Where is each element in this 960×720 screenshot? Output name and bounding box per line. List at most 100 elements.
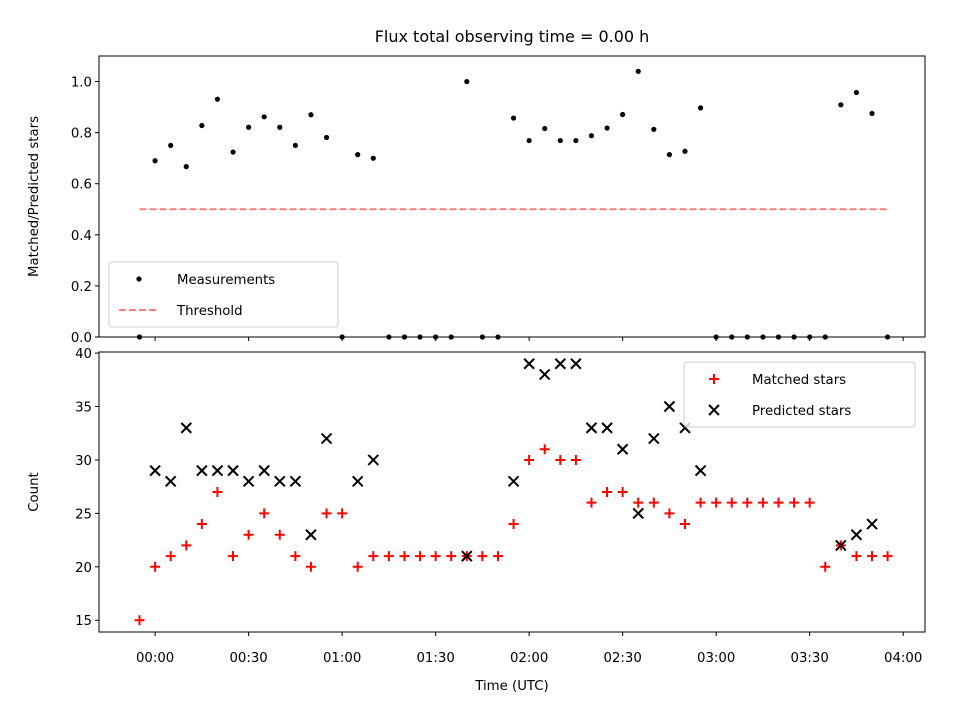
measurement-point bbox=[464, 78, 470, 85]
measurement-point bbox=[448, 334, 454, 340]
matched-star-point bbox=[695, 497, 706, 508]
count-y-axis-label: Count bbox=[27, 472, 42, 512]
measurement-point bbox=[853, 89, 860, 96]
ratio-plot-area bbox=[136, 68, 891, 340]
predicted-star-point bbox=[196, 464, 208, 477]
measurement-point bbox=[604, 125, 610, 131]
measurement-point bbox=[557, 137, 563, 144]
chart-title: Flux total observing time = 0.00 h bbox=[375, 27, 650, 46]
x-tick-label: 01:30 bbox=[416, 651, 454, 666]
measurement-point bbox=[323, 134, 330, 141]
x-tick-label: 01:00 bbox=[323, 651, 361, 666]
predicted-star-point bbox=[850, 529, 863, 541]
count-x-axis: 00:00 00:30 01:00 01:30 02:00 02:30 03:00 03:30… bbox=[136, 632, 922, 666]
predicted-star-point bbox=[866, 518, 878, 530]
measurement-point bbox=[183, 164, 189, 170]
count-y-tick-label: 30 bbox=[75, 454, 92, 469]
count-plot-area bbox=[134, 358, 893, 626]
count-y-axis: 15 20 25 30 35 40 bbox=[75, 347, 99, 629]
measurement-point bbox=[355, 152, 361, 158]
legend-label: Measurements bbox=[177, 273, 275, 288]
matched-star-point bbox=[633, 497, 644, 508]
measurement-point bbox=[292, 142, 298, 149]
measurement-point bbox=[230, 149, 236, 155]
matched-star-point bbox=[212, 487, 223, 497]
count-y-tick-label: 15 bbox=[75, 614, 92, 629]
matched-star-point bbox=[492, 551, 503, 562]
measurement-point bbox=[277, 124, 283, 130]
legend-matched-swatch bbox=[709, 374, 719, 384]
matched-star-point bbox=[602, 487, 613, 497]
measurement-point bbox=[308, 112, 314, 118]
ratio-legend-box bbox=[108, 261, 339, 328]
measurement-point bbox=[588, 133, 595, 139]
x-tick-label: 02:00 bbox=[510, 651, 548, 666]
measurement-point bbox=[199, 122, 205, 129]
measurement-point bbox=[744, 334, 750, 340]
x-tick-label: 03:00 bbox=[697, 651, 735, 666]
ratio-y-tick-label: 0.2 bbox=[71, 280, 92, 295]
ratio-y-tick-label: 0.8 bbox=[71, 127, 92, 142]
matched-star-point bbox=[555, 454, 566, 465]
predicted-star-point bbox=[648, 432, 660, 445]
predicted-star-point bbox=[585, 422, 598, 434]
legend-predicted-swatch bbox=[708, 404, 720, 416]
measurement-point bbox=[635, 68, 641, 74]
legend-measurement-swatch bbox=[136, 276, 142, 282]
measurement-point bbox=[542, 125, 548, 132]
predicted-star-point bbox=[632, 507, 644, 520]
matched-star-point bbox=[804, 497, 815, 508]
matched-star-point bbox=[679, 519, 690, 530]
measurement-point bbox=[760, 334, 766, 340]
measurement-point bbox=[620, 111, 626, 118]
measurement-point bbox=[729, 334, 735, 340]
measurement-point bbox=[666, 152, 673, 158]
count-legend: Matched stars Predicted stars bbox=[683, 361, 916, 428]
measurement-point bbox=[573, 137, 579, 144]
measurement-point bbox=[697, 105, 704, 111]
predicted-star-point bbox=[570, 358, 582, 370]
predicted-star-point bbox=[367, 454, 380, 466]
ratio-y-tick-label: 1.0 bbox=[71, 76, 92, 91]
matched-star-point bbox=[368, 551, 379, 562]
legend-label: Threshold bbox=[176, 304, 243, 319]
matched-star-point bbox=[446, 551, 457, 562]
matched-star-point bbox=[664, 508, 675, 519]
ratio-y-tick-label: 0.0 bbox=[71, 331, 92, 346]
measurement-point bbox=[246, 124, 252, 130]
predicted-star-point bbox=[523, 358, 535, 370]
measurement-point bbox=[869, 110, 875, 117]
predicted-star-point bbox=[320, 432, 333, 445]
matched-star-point bbox=[352, 561, 363, 572]
matched-star-point bbox=[430, 551, 441, 562]
matched-star-point bbox=[383, 551, 394, 562]
measurement-point bbox=[136, 334, 143, 340]
matched-star-point bbox=[820, 561, 831, 572]
count-y-tick-label: 40 bbox=[75, 347, 92, 362]
ratio-legend: Measurements Threshold bbox=[108, 261, 339, 328]
measurement-point bbox=[713, 334, 719, 340]
matched-star-point bbox=[477, 551, 488, 562]
predicted-star-point bbox=[352, 475, 364, 488]
ratio-y-axis-label: Matched/Predicted stars bbox=[27, 116, 42, 277]
predicted-star-point bbox=[539, 368, 551, 381]
matched-star-point bbox=[399, 551, 410, 562]
predicted-star-point bbox=[149, 464, 161, 477]
measurement-point bbox=[775, 334, 782, 340]
matched-star-point bbox=[648, 497, 659, 508]
x-axis-label: Time (UTC) bbox=[474, 679, 549, 694]
matched-star-point bbox=[415, 551, 426, 562]
predicted-star-point bbox=[258, 464, 270, 477]
matched-star-point bbox=[134, 615, 145, 626]
matched-star-point bbox=[524, 454, 535, 465]
matched-star-point bbox=[305, 561, 316, 572]
measurement-point bbox=[526, 137, 532, 144]
matched-star-point bbox=[882, 551, 893, 562]
predicted-star-point bbox=[242, 475, 255, 488]
ratio-y-axis: 0.0 0.2 0.4 0.6 0.8 1.0 bbox=[71, 76, 99, 346]
count-panel-frame bbox=[98, 351, 926, 633]
matched-star-point bbox=[757, 497, 768, 508]
measurement-point bbox=[152, 158, 158, 164]
